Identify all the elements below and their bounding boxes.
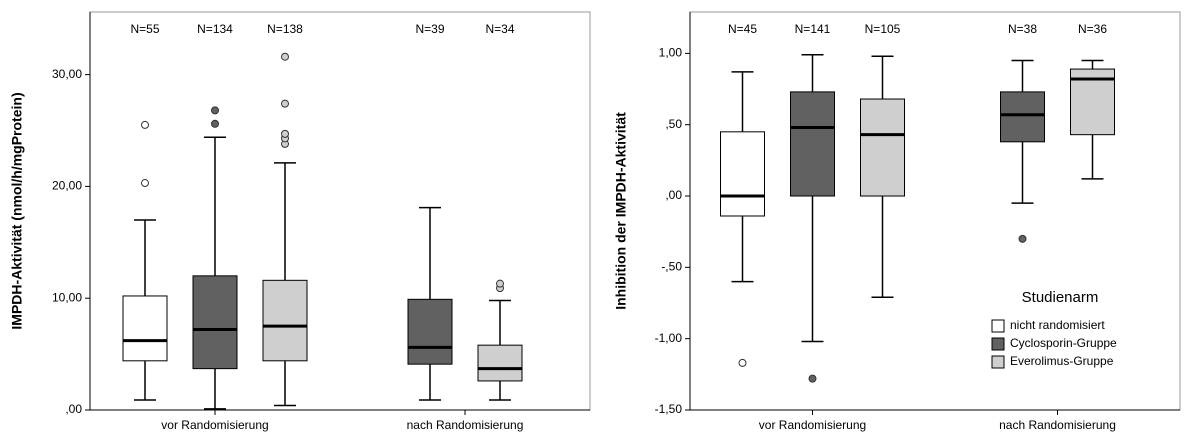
outlier	[738, 358, 747, 367]
x-tick-label: nach Randomisierung	[407, 418, 524, 432]
legend-swatch	[991, 337, 1005, 351]
n-label: N=38	[1008, 22, 1037, 36]
legend-label: Cyclosporin-Gruppe	[1010, 336, 1117, 350]
outlier	[808, 374, 817, 383]
outlier	[496, 279, 504, 288]
y-tick-label: -1,00	[655, 331, 683, 345]
y-tick-label: -1,50	[655, 402, 683, 416]
n-label: N=134	[197, 22, 233, 36]
x-tick-label: vor Randomisierung	[161, 418, 268, 432]
x-tick-label: nach Randomisierung	[999, 418, 1116, 432]
legend-swatch	[991, 355, 1005, 369]
x-tick-label: vor Randomisierung	[759, 418, 866, 432]
n-label: N=138	[267, 22, 303, 36]
legend-title: Studienarm	[1022, 289, 1099, 306]
box	[1000, 91, 1045, 143]
n-label: N=141	[795, 22, 831, 36]
y-tick-label: 10,00	[52, 290, 82, 304]
box	[192, 275, 238, 370]
box	[122, 295, 168, 362]
n-label: N=34	[485, 22, 514, 36]
n-label: N=45	[728, 22, 757, 36]
box	[860, 98, 905, 197]
y-tick-label: 30,00	[52, 67, 82, 81]
y-axis-label: Inhibition der IMPDH-Aktivität	[613, 112, 629, 310]
y-axis-label: IMPDH-Aktivität (nmol/h/mgProtein)	[9, 92, 25, 329]
legend-label: Everolimus-Gruppe	[1010, 354, 1114, 368]
outlier	[281, 129, 289, 138]
y-tick-label: ,00	[65, 402, 82, 416]
outlier	[211, 106, 219, 115]
box	[407, 298, 453, 365]
plot-frame	[89, 11, 591, 411]
outlier	[281, 99, 289, 108]
n-label: N=36	[1078, 22, 1107, 36]
legend-swatch	[991, 319, 1005, 333]
y-tick-label: 1,00	[659, 46, 683, 60]
n-label: N=39	[415, 22, 444, 36]
outlier	[281, 52, 289, 61]
y-tick-label: ,00	[665, 188, 682, 202]
n-label: N=55	[130, 22, 159, 36]
box	[477, 344, 523, 382]
n-label: N=105	[865, 22, 901, 36]
outlier	[211, 119, 219, 128]
box	[720, 131, 765, 217]
outlier	[1018, 234, 1027, 243]
outlier	[141, 179, 149, 188]
outlier	[141, 120, 149, 129]
y-tick-label: 20,00	[52, 179, 82, 193]
box	[262, 279, 308, 362]
y-tick-label: -,50	[661, 260, 682, 274]
y-tick-label: ,50	[665, 117, 682, 131]
box	[790, 91, 835, 197]
legend-label: nicht randomisiert	[1010, 318, 1105, 332]
